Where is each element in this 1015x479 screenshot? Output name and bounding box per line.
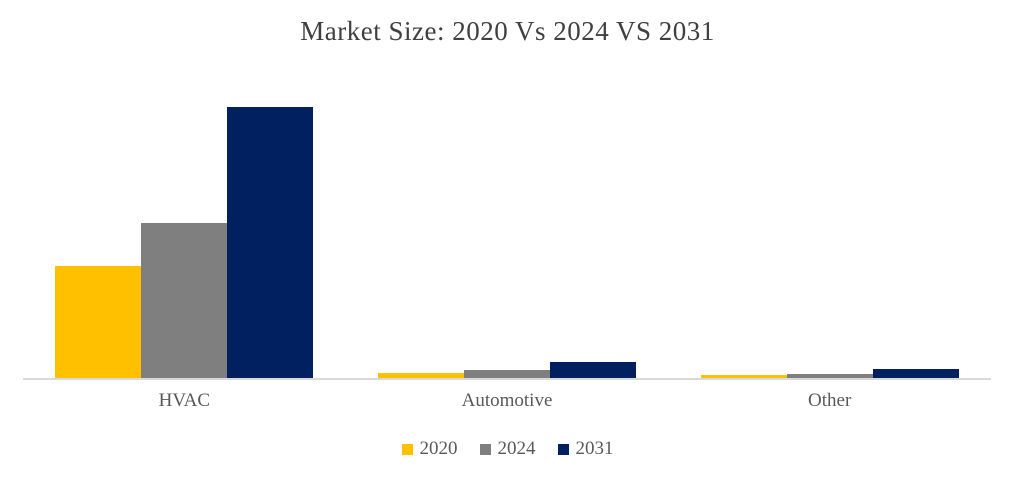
- category-label-automotive: Automotive: [461, 390, 553, 411]
- x-axis-line: [23, 378, 991, 380]
- bar-group-hvac: [23, 74, 346, 378]
- legend-label-2024: 2024: [497, 438, 536, 459]
- legend-label-2031: 2031: [575, 438, 614, 459]
- category-axis: HVAC Automotive Other: [23, 390, 991, 412]
- bar-group-automotive: [346, 74, 669, 378]
- bar-hvac-2024: [141, 223, 228, 378]
- category-label-hvac: HVAC: [158, 390, 211, 411]
- bar-groups: [23, 74, 991, 378]
- chart-title: Market Size: 2020 Vs 2024 VS 2031: [300, 16, 715, 46]
- bar-automotive-2024: [464, 370, 550, 378]
- bar-other-2031: [872, 369, 959, 378]
- bar-hvac-2031: [227, 107, 314, 378]
- legend-item-2031: 2031: [557, 438, 614, 460]
- bar-other-2020: [700, 375, 787, 378]
- legend-swatch-2020: [401, 443, 413, 455]
- bar-group-other: [668, 74, 991, 378]
- legend-item-2024: 2024: [479, 438, 536, 460]
- bar-automotive-2020: [378, 373, 464, 378]
- bar-other-2024: [786, 374, 873, 378]
- bar-hvac-2020: [55, 266, 142, 378]
- legend-swatch-2031: [557, 443, 569, 455]
- plot-area: [23, 74, 991, 380]
- bar-automotive-2031: [550, 362, 636, 378]
- legend: 2020 2024 2031: [0, 438, 1015, 460]
- legend-item-2020: 2020: [401, 438, 458, 460]
- legend-swatch-2024: [479, 443, 491, 455]
- category-label-other: Other: [808, 390, 852, 411]
- legend-label-2020: 2020: [419, 438, 458, 459]
